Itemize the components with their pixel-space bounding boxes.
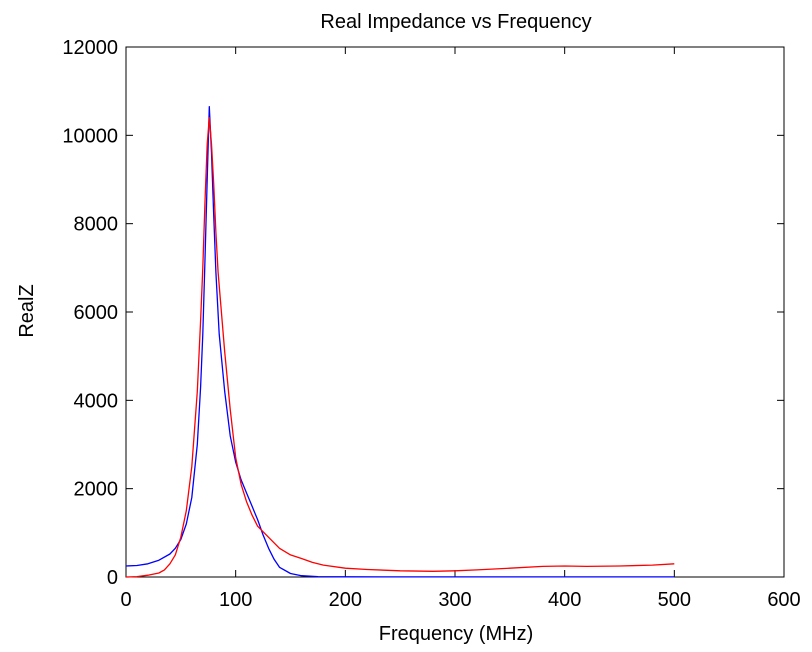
- y-axis-label: RealZ: [16, 284, 38, 337]
- x-tick-label: 400: [548, 589, 581, 611]
- x-tick-label: 100: [219, 589, 252, 611]
- y-tick-label: 12000: [62, 37, 118, 59]
- series-line-1: [125, 105, 675, 578]
- x-tick-label: 0: [120, 589, 131, 611]
- series-layer: [125, 105, 675, 578]
- y-tick-label: 8000: [74, 214, 119, 236]
- x-tick-label: 500: [658, 589, 691, 611]
- y-tick-label: 10000: [62, 125, 118, 147]
- plot-area-frame: [125, 46, 785, 578]
- x-tick-label: 300: [438, 589, 471, 611]
- y-tick-label: 6000: [74, 302, 119, 324]
- y-tick-label: 4000: [74, 390, 119, 412]
- x-tick-label: 600: [767, 589, 800, 611]
- series-line-2: [125, 117, 675, 578]
- y-tick-label: 0: [107, 567, 118, 589]
- x-tick-label: 200: [329, 589, 362, 611]
- y-tick-label: 2000: [74, 479, 119, 501]
- chart-title: Real Impedance vs Frequency: [320, 11, 591, 33]
- x-axis-label: Frequency (MHz): [379, 623, 533, 645]
- x-axis: 0 100 200 300 400 500 600: [120, 47, 801, 611]
- y-axis: 0 2000 4000 6000 8000 10000 12000: [62, 37, 784, 589]
